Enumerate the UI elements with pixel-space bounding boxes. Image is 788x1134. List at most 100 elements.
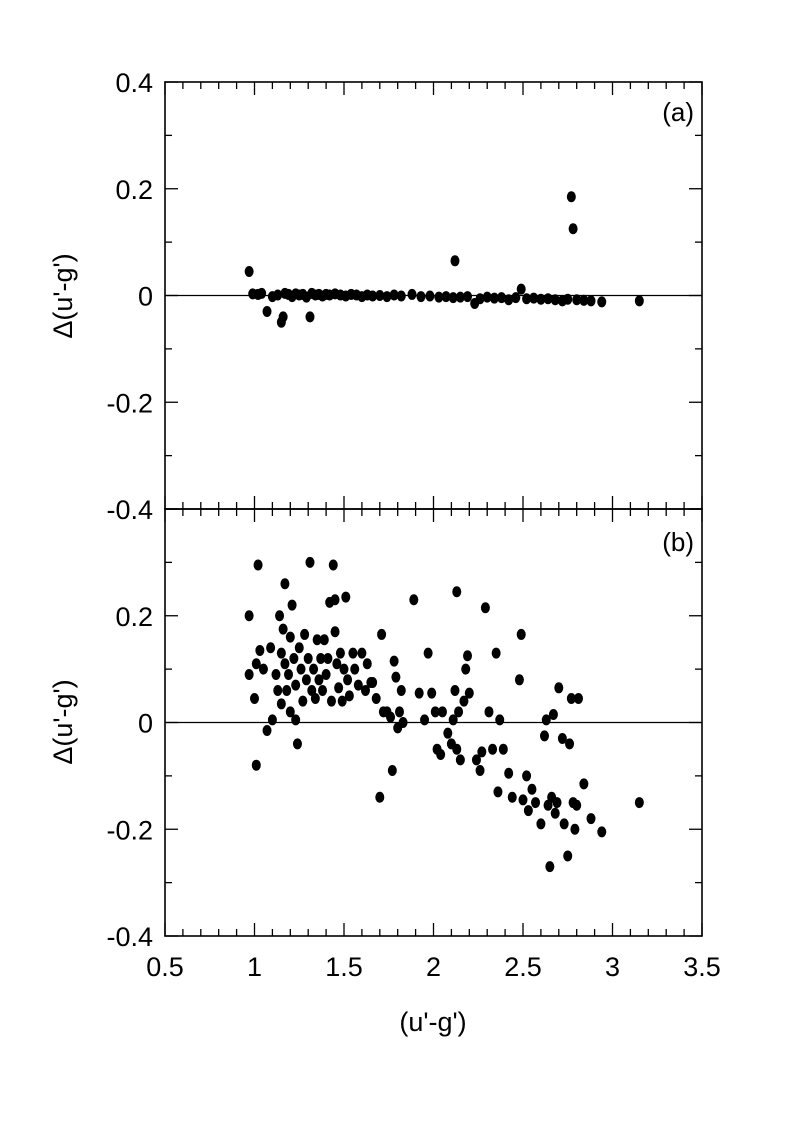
data-point (634, 295, 644, 307)
data-point (296, 663, 306, 675)
data-point (511, 292, 521, 304)
data-point (541, 714, 551, 726)
data-point (334, 682, 344, 694)
data-point (314, 674, 324, 686)
data-point (278, 623, 288, 635)
data-point (425, 290, 435, 302)
panel-label-a: (a) (662, 97, 694, 127)
x-tick-label: 0.5 (146, 952, 184, 982)
data-point (255, 644, 265, 656)
data-point (597, 296, 607, 308)
data-point (244, 265, 254, 277)
data-point (475, 765, 485, 777)
data-point (319, 634, 329, 646)
data-point (461, 663, 471, 675)
data-point (407, 288, 417, 300)
data-point (536, 293, 546, 305)
data-point (482, 291, 492, 303)
data-point (463, 650, 473, 662)
data-point (335, 647, 345, 659)
data-point (427, 687, 437, 699)
x-tick-label: 1 (247, 952, 262, 982)
data-point (341, 591, 351, 603)
data-point (484, 706, 494, 718)
data-point (332, 658, 342, 670)
data-point (452, 743, 462, 755)
data-point (475, 293, 485, 305)
data-point (572, 294, 582, 306)
data-point (330, 626, 340, 638)
data-point (251, 658, 261, 670)
data-point (257, 287, 267, 299)
data-point (464, 687, 474, 699)
data-point (244, 610, 254, 622)
points-b (244, 556, 644, 873)
data-point (516, 283, 526, 295)
data-point (300, 628, 310, 640)
x-axis-title: (u'-g') (399, 1007, 466, 1037)
data-point (568, 223, 578, 235)
data-point (250, 692, 259, 704)
data-point (586, 295, 596, 307)
data-point (253, 559, 263, 571)
data-point (375, 290, 385, 301)
data-point (280, 578, 290, 590)
data-point (344, 690, 354, 702)
data-point (339, 663, 349, 675)
data-point (579, 778, 589, 790)
data-point (414, 687, 424, 699)
y-tick-label: 0.4 (115, 68, 153, 98)
y-tick-label: -0.2 (106, 815, 153, 845)
data-point (559, 818, 569, 830)
x-tick-label: 3.5 (683, 952, 721, 982)
data-point (455, 754, 465, 766)
data-point (409, 594, 419, 606)
data-point (389, 289, 399, 301)
data-point (480, 602, 490, 614)
data-point (305, 311, 315, 323)
data-point (434, 291, 444, 303)
data-point (498, 743, 508, 755)
data-point (368, 290, 378, 302)
data-point (294, 642, 304, 654)
data-point (477, 746, 487, 758)
data-point (529, 292, 539, 304)
data-point (382, 291, 392, 303)
data-point (493, 786, 503, 798)
y-tick-label: 0.2 (115, 602, 153, 632)
data-point (303, 652, 313, 664)
data-point (463, 291, 473, 303)
y-tick-label: -0.2 (106, 388, 153, 418)
data-point (572, 799, 582, 811)
data-point (282, 684, 292, 696)
data-point (543, 799, 553, 811)
data-point (570, 823, 580, 835)
data-point (298, 695, 308, 707)
data-point (522, 293, 532, 305)
data-point (579, 294, 589, 306)
data-point (527, 783, 537, 795)
data-point (550, 807, 560, 819)
y-tick-label: -0.4 (106, 495, 153, 525)
data-point (285, 631, 295, 643)
data-point (258, 663, 268, 675)
data-point (548, 708, 558, 720)
data-point (441, 291, 451, 303)
data-point (280, 658, 290, 670)
data-point (454, 706, 464, 718)
data-point (350, 663, 360, 675)
data-point (459, 695, 469, 707)
y-axis-title-a: Δ(u'-g') (48, 253, 78, 338)
data-point (276, 698, 286, 710)
data-point (536, 818, 546, 830)
data-point (450, 255, 460, 267)
data-point (504, 294, 514, 306)
data-point (563, 293, 573, 305)
data-point (292, 738, 302, 750)
data-point (360, 684, 370, 696)
data-point (573, 692, 583, 704)
data-point (387, 765, 397, 777)
data-point (375, 791, 385, 803)
data-point (597, 826, 607, 838)
